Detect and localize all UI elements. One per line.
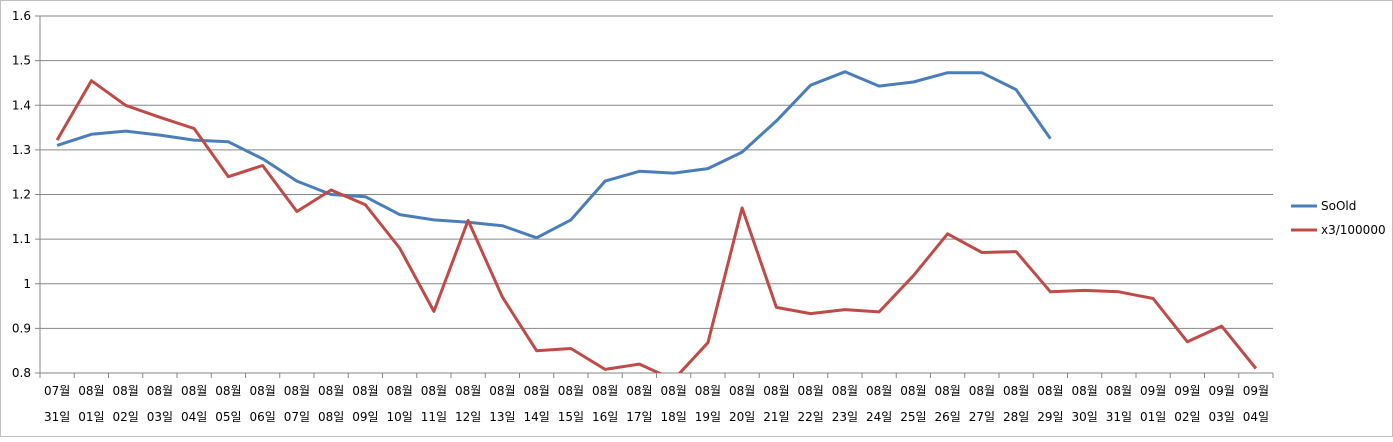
x-tick-label-day: 29일 xyxy=(1037,410,1063,424)
x-tick-label-day: 25일 xyxy=(900,410,926,424)
x-tick-label-day: 28일 xyxy=(1003,410,1029,424)
x-tick-label-day: 04일 xyxy=(1243,410,1269,424)
x-tick-label-month: 08월 xyxy=(832,384,858,398)
x-tick-label-month: 08월 xyxy=(78,384,104,398)
x-tick-label-month: 08월 xyxy=(523,384,549,398)
x-tick-label-day: 09일 xyxy=(352,410,378,424)
x-tick-label-month: 08월 xyxy=(1071,384,1097,398)
x-tick-label-month: 08월 xyxy=(763,384,789,398)
x-tick-label-month: 07월 xyxy=(44,384,70,398)
x-tick-label-month: 08월 xyxy=(455,384,481,398)
x-tick-label-day: 01일 xyxy=(78,410,104,424)
x-tick-label-month: 08월 xyxy=(215,384,241,398)
x-tick-label-month: 09월 xyxy=(1243,384,1269,398)
series-line-x3 xyxy=(55,79,1258,373)
x-tick-label-day: 22일 xyxy=(797,410,823,424)
series-lines xyxy=(55,70,1258,373)
x-tick-label-month: 08월 xyxy=(112,384,138,398)
x-tick-label-day: 12일 xyxy=(455,410,481,424)
x-tick-label-month: 09월 xyxy=(1208,384,1234,398)
legend: SoOld x3/100000 xyxy=(1291,199,1386,237)
x-tick-label-month: 08월 xyxy=(249,384,275,398)
x-tick-label-month: 09월 xyxy=(1140,384,1166,398)
x-tick-label-day: 24일 xyxy=(866,410,892,424)
x-tick-label-day: 11일 xyxy=(421,410,447,424)
x-tick-label-month: 08월 xyxy=(1003,384,1029,398)
x-tick-label-day: 30일 xyxy=(1071,410,1097,424)
x-tick-label-month: 08월 xyxy=(421,384,447,398)
legend-label: SoOld xyxy=(1321,199,1356,213)
y-tick-label: 1.5 xyxy=(12,54,31,68)
x-tick-label-month: 08월 xyxy=(660,384,686,398)
x-tick-label-day: 21일 xyxy=(763,410,789,424)
x-tick-label-day: 13일 xyxy=(489,410,515,424)
x-axis-ticks: 07월 31일 08월 01일 08월 02일 08월 03일 08월 04일 08월 05일 08월 0… xyxy=(39,373,1274,424)
x-tick-label-day: 02일 xyxy=(1174,410,1200,424)
x-tick-label-day: 05일 xyxy=(215,410,241,424)
x-tick-label-month: 08월 xyxy=(352,384,378,398)
y-tick-label: 0.9 xyxy=(12,321,31,335)
x-tick-label-day: 03일 xyxy=(1208,410,1234,424)
x-tick-label-day: 08일 xyxy=(318,410,344,424)
x-tick-label-day: 03일 xyxy=(147,410,173,424)
x-tick-label-month: 08월 xyxy=(386,384,412,398)
gridlines xyxy=(35,15,1273,374)
x-tick-label-month: 08월 xyxy=(797,384,823,398)
x-tick-label-month: 08월 xyxy=(147,384,173,398)
x-tick-label-day: 14일 xyxy=(523,410,549,424)
x-tick-label-month: 08월 xyxy=(969,384,995,398)
x-tick-label-month: 08월 xyxy=(729,384,755,398)
x-tick-label-month: 08월 xyxy=(592,384,618,398)
x-tick-label-month: 08월 xyxy=(558,384,584,398)
y-tick-label: 1.2 xyxy=(12,188,31,202)
x-tick-label-month: 08월 xyxy=(695,384,721,398)
x-tick-label-month: 09월 xyxy=(1174,384,1200,398)
x-tick-label-month: 08월 xyxy=(866,384,892,398)
x-tick-label-day: 26일 xyxy=(934,410,960,424)
x-tick-label-month: 08월 xyxy=(489,384,515,398)
x-tick-label-day: 06일 xyxy=(249,410,275,424)
y-tick-label: 1.3 xyxy=(12,143,31,157)
y-tick-label: 1.1 xyxy=(12,232,31,246)
x-tick-label-day: 31일 xyxy=(44,410,70,424)
x-tick-label-month: 08월 xyxy=(900,384,926,398)
x-tick-label-day: 15일 xyxy=(558,410,584,424)
x-tick-label-day: 10일 xyxy=(386,410,412,424)
y-tick-label: 0.8 xyxy=(12,366,31,380)
y-tick-label: 1.6 xyxy=(12,9,31,23)
x-tick-label-month: 08월 xyxy=(1106,384,1132,398)
x-tick-label-month: 08월 xyxy=(934,384,960,398)
series-line-soold xyxy=(56,70,1052,240)
x-tick-label-day: 23일 xyxy=(832,410,858,424)
y-tick-label: 1.4 xyxy=(12,98,31,112)
x-tick-label-day: 20일 xyxy=(729,410,755,424)
x-tick-label-day: 31일 xyxy=(1106,410,1132,424)
x-tick-label-day: 19일 xyxy=(695,410,721,424)
x-tick-label-day: 02일 xyxy=(112,410,138,424)
x-tick-label-day: 17일 xyxy=(626,410,652,424)
x-tick-label-day: 18일 xyxy=(660,410,686,424)
x-tick-label-day: 27일 xyxy=(969,410,995,424)
legend-label: x3/100000 xyxy=(1321,223,1386,237)
x-tick-label-day: 01일 xyxy=(1140,410,1166,424)
x-tick-label-month: 08월 xyxy=(284,384,310,398)
x-tick-label-month: 08월 xyxy=(318,384,344,398)
x-tick-label-month: 08월 xyxy=(1037,384,1063,398)
x-tick-label-day: 07일 xyxy=(284,410,310,424)
x-tick-label-day: 04일 xyxy=(181,410,207,424)
y-tick-label: 1 xyxy=(23,277,31,291)
x-tick-label-month: 08월 xyxy=(181,384,207,398)
x-tick-label-day: 16일 xyxy=(592,410,618,424)
y-axis-ticks: 0.8 0.9 1 1.1 1.2 1.3 1.4 1.5 1.6 xyxy=(12,9,31,380)
x-tick-label-month: 08월 xyxy=(626,384,652,398)
